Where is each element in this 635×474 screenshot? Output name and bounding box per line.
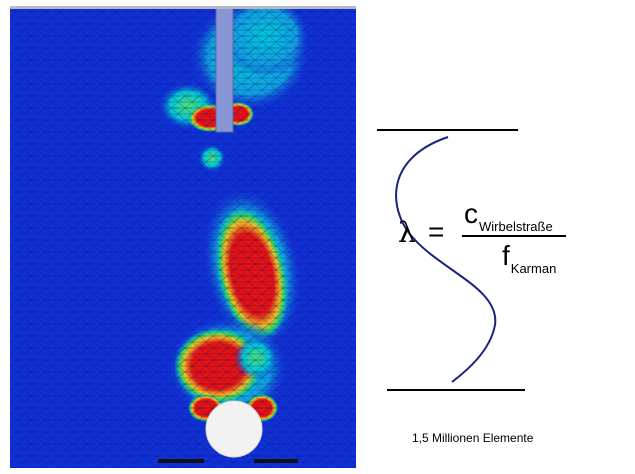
numerator-symbol: c [464,198,478,229]
equals-sign: = [428,216,445,247]
fe-mesh-overlay [10,6,356,468]
wave-curve [395,136,497,383]
wavelength-formula: λ = cWirbelstraße fKarman [398,196,628,286]
formula-numerator: cWirbelstraße [464,198,553,234]
scale-bar-right [254,459,298,463]
scale-bar-left [158,459,204,463]
top-rod [215,6,234,133]
numerator-subscript: Wirbelstraße [479,219,553,234]
fraction-bar [462,235,566,237]
formula-denominator: fKarman [502,240,556,276]
element-count-caption: 1,5 Millionen Elemente [412,431,534,445]
top-border-strip [10,6,356,9]
denominator-subscript: Karman [510,261,557,276]
vortex-simulation-image [10,6,356,468]
lambda-symbol: λ [398,216,416,249]
wavelength-diagram [360,0,635,474]
denominator-symbol: f [502,240,510,271]
cylinder [205,400,263,458]
